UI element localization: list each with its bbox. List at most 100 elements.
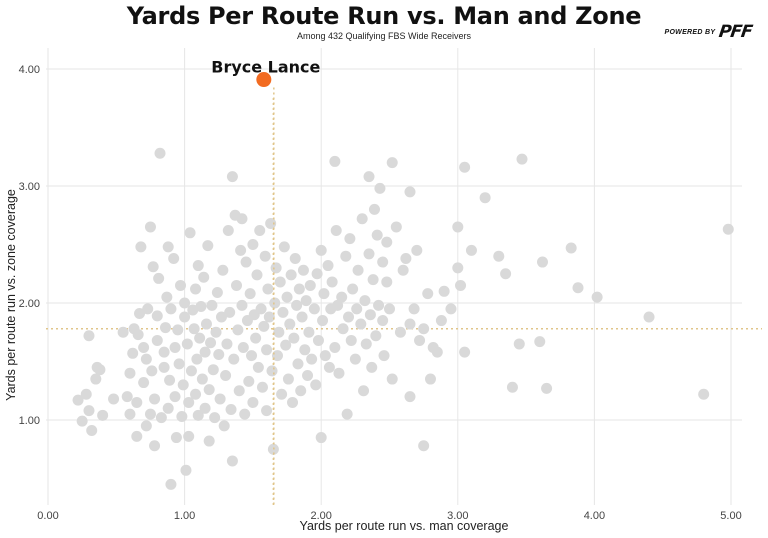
- data-point: [203, 384, 215, 396]
- data-point: [317, 315, 329, 327]
- data-point: [191, 353, 203, 365]
- data-point: [422, 288, 434, 300]
- data-point: [135, 241, 147, 253]
- data-point: [300, 295, 312, 307]
- data-point: [243, 375, 255, 387]
- data-point: [200, 318, 212, 330]
- data-point: [366, 361, 378, 373]
- data-point: [147, 261, 159, 273]
- data-point: [374, 182, 386, 194]
- data-point: [255, 303, 267, 315]
- data-point: [516, 153, 528, 165]
- data-point: [363, 171, 375, 183]
- data-point: [465, 244, 477, 256]
- data-point: [222, 224, 234, 236]
- data-point: [151, 334, 163, 346]
- data-point: [196, 373, 208, 385]
- data-point: [173, 358, 185, 370]
- data-point: [237, 341, 249, 353]
- data-point: [252, 361, 264, 373]
- data-point: [332, 299, 344, 311]
- y-tick-label: 1.00: [19, 415, 40, 427]
- data-point: [214, 393, 226, 405]
- data-point: [274, 276, 286, 288]
- x-tick-label: 1.00: [174, 510, 195, 522]
- data-point: [205, 337, 217, 349]
- data-point: [414, 334, 426, 346]
- data-point: [513, 338, 525, 350]
- chart-subtitle: Among 432 Qualifying FBS Wide Receivers: [296, 31, 472, 41]
- data-point: [235, 244, 247, 256]
- data-point: [431, 346, 443, 358]
- data-point: [168, 253, 180, 265]
- data-point: [438, 285, 450, 297]
- data-point: [315, 432, 327, 444]
- data-point: [304, 279, 316, 291]
- data-point: [195, 301, 207, 313]
- tick-labels: 0.00 1.00 2.00 3.00 4.00 5.00 1.00 2.00 3.00 4.00: [19, 64, 742, 522]
- data-point: [132, 329, 144, 341]
- data-point: [172, 324, 184, 336]
- data-point: [176, 410, 188, 422]
- data-point: [445, 303, 457, 315]
- data-point: [183, 396, 195, 408]
- data-point: [572, 282, 584, 294]
- data-point: [194, 332, 206, 344]
- data-point: [289, 253, 301, 265]
- data-point: [347, 283, 359, 295]
- data-point: [169, 391, 181, 403]
- data-point: [246, 350, 258, 362]
- y-tick-label: 4.00: [19, 64, 40, 76]
- data-point: [315, 244, 327, 256]
- data-point: [138, 341, 150, 353]
- data-point: [479, 192, 491, 204]
- highlight-layer: Bryce Lance: [211, 58, 321, 505]
- data-point: [722, 223, 734, 235]
- data-point: [250, 332, 262, 344]
- grid-layer: [46, 48, 742, 505]
- data-point: [337, 323, 349, 335]
- data-point: [165, 478, 177, 490]
- data-point: [306, 353, 318, 365]
- data-point: [435, 315, 447, 327]
- data-point: [377, 256, 389, 268]
- data-point: [140, 353, 152, 365]
- points-layer: [72, 147, 734, 490]
- x-axis-label: Yards per route run vs. man coverage: [300, 519, 509, 533]
- data-point: [180, 464, 192, 476]
- data-point: [239, 408, 251, 420]
- data-point: [287, 396, 299, 408]
- data-point: [285, 269, 297, 281]
- data-point: [493, 250, 505, 262]
- data-point: [455, 279, 467, 291]
- data-point: [131, 430, 143, 442]
- data-point: [161, 291, 173, 303]
- data-point: [142, 303, 154, 315]
- data-point: [258, 320, 270, 332]
- data-point: [358, 385, 370, 397]
- data-point: [262, 283, 274, 295]
- data-point: [329, 155, 341, 167]
- data-point: [199, 346, 211, 358]
- data-point: [397, 264, 409, 276]
- data-point: [360, 338, 372, 350]
- data-point: [384, 303, 395, 315]
- data-point: [83, 405, 95, 417]
- data-point: [352, 264, 364, 276]
- data-point: [377, 315, 389, 327]
- data-point: [226, 455, 238, 467]
- data-point: [295, 385, 307, 397]
- data-point: [281, 291, 293, 303]
- data-point: [179, 311, 191, 323]
- data-point: [231, 279, 243, 291]
- data-point: [266, 365, 278, 377]
- brand-powered-text: POWERED BY: [664, 28, 716, 36]
- data-point: [276, 388, 288, 400]
- data-point: [363, 248, 375, 260]
- data-point: [170, 432, 182, 444]
- data-point: [386, 157, 398, 169]
- data-point: [373, 299, 385, 311]
- highlight-label: Bryce Lance: [211, 58, 320, 77]
- data-point: [404, 186, 416, 198]
- data-point: [140, 420, 152, 432]
